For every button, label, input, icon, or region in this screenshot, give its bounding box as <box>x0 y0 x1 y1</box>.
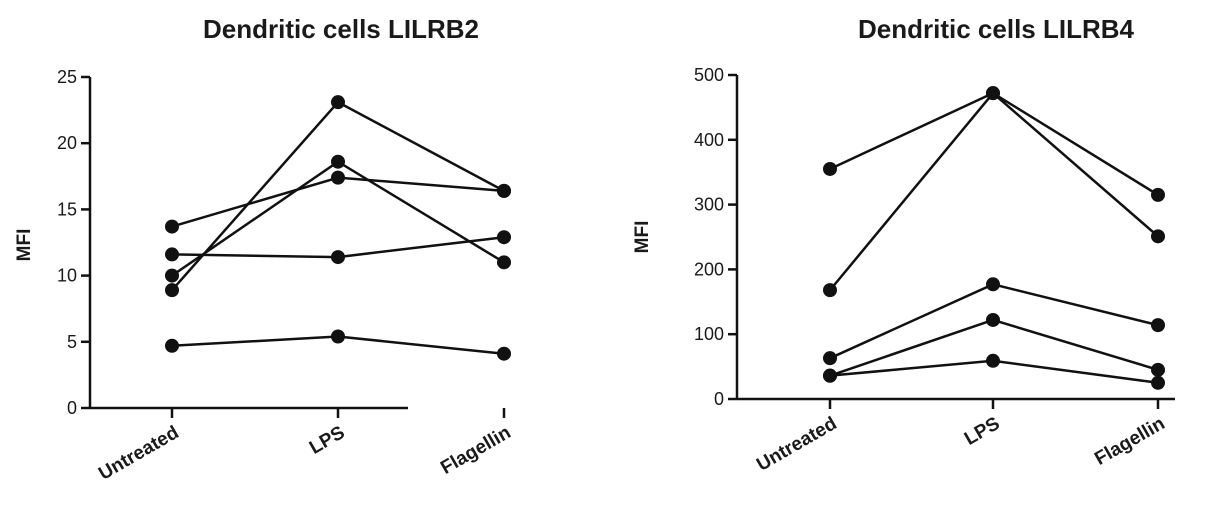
data-point <box>1151 229 1165 244</box>
y-tick-label: 10 <box>57 266 77 286</box>
x-tick-label: Flagellin <box>437 422 514 479</box>
x-tick-label: Untreated <box>753 413 840 476</box>
y-tick-label: 500 <box>694 65 724 85</box>
data-point <box>331 250 345 265</box>
x-tick-label: LPS <box>961 413 1004 450</box>
y-tick-label: 15 <box>57 199 77 219</box>
series-line <box>829 91 1159 196</box>
data-point <box>1151 375 1165 390</box>
data-point <box>823 368 837 383</box>
data-point <box>331 154 345 169</box>
y-axis-label: MFI <box>14 229 35 262</box>
y-tick-label: 20 <box>57 133 77 153</box>
chart-lilrb2: Dendritic cells LILRB2 MFI 0 5 10 15 20 25 Unt… <box>14 14 515 485</box>
data-point <box>497 255 511 270</box>
data-point <box>165 219 179 234</box>
y-axis-label: MFI <box>632 221 653 254</box>
data-point <box>1151 187 1165 202</box>
data-point <box>823 351 837 366</box>
y-tick-label: 200 <box>694 259 724 279</box>
x-tick-label: Untreated <box>95 422 182 485</box>
data-point <box>497 346 511 361</box>
data-point <box>497 183 511 198</box>
data-point <box>331 329 345 344</box>
data-point <box>986 86 1000 101</box>
data-point <box>165 268 179 283</box>
chart-title: Dendritic cells LILRB2 <box>203 14 479 44</box>
data-point <box>823 161 837 176</box>
y-tick-label: 25 <box>57 67 77 87</box>
series-line <box>171 176 505 228</box>
y-tick-label: 300 <box>694 195 724 215</box>
y-tick-label: 0 <box>67 398 77 418</box>
data-point <box>165 283 179 298</box>
data-point <box>165 247 179 262</box>
data-point <box>1151 362 1165 377</box>
chart-lilrb4: Dendritic cells LILRB4 MFI 0 100 200 300 400… <box>632 14 1175 476</box>
data-point <box>497 230 511 245</box>
x-tick-label: LPS <box>306 422 349 459</box>
y-tick-label: 5 <box>67 332 77 352</box>
data-point <box>823 283 837 298</box>
y-tick-label: 0 <box>714 389 724 409</box>
data-point <box>331 95 345 110</box>
series-line <box>829 91 1159 291</box>
x-tick-label: Flagellin <box>1091 413 1168 470</box>
chart-title: Dendritic cells LILRB4 <box>858 14 1134 44</box>
data-point <box>331 170 345 185</box>
data-point <box>165 338 179 353</box>
data-point <box>986 312 1000 327</box>
y-tick-label: 400 <box>694 130 724 150</box>
data-point <box>1151 318 1165 333</box>
data-point <box>986 277 1000 292</box>
y-tick-label: 100 <box>694 324 724 344</box>
data-point <box>986 353 1000 368</box>
